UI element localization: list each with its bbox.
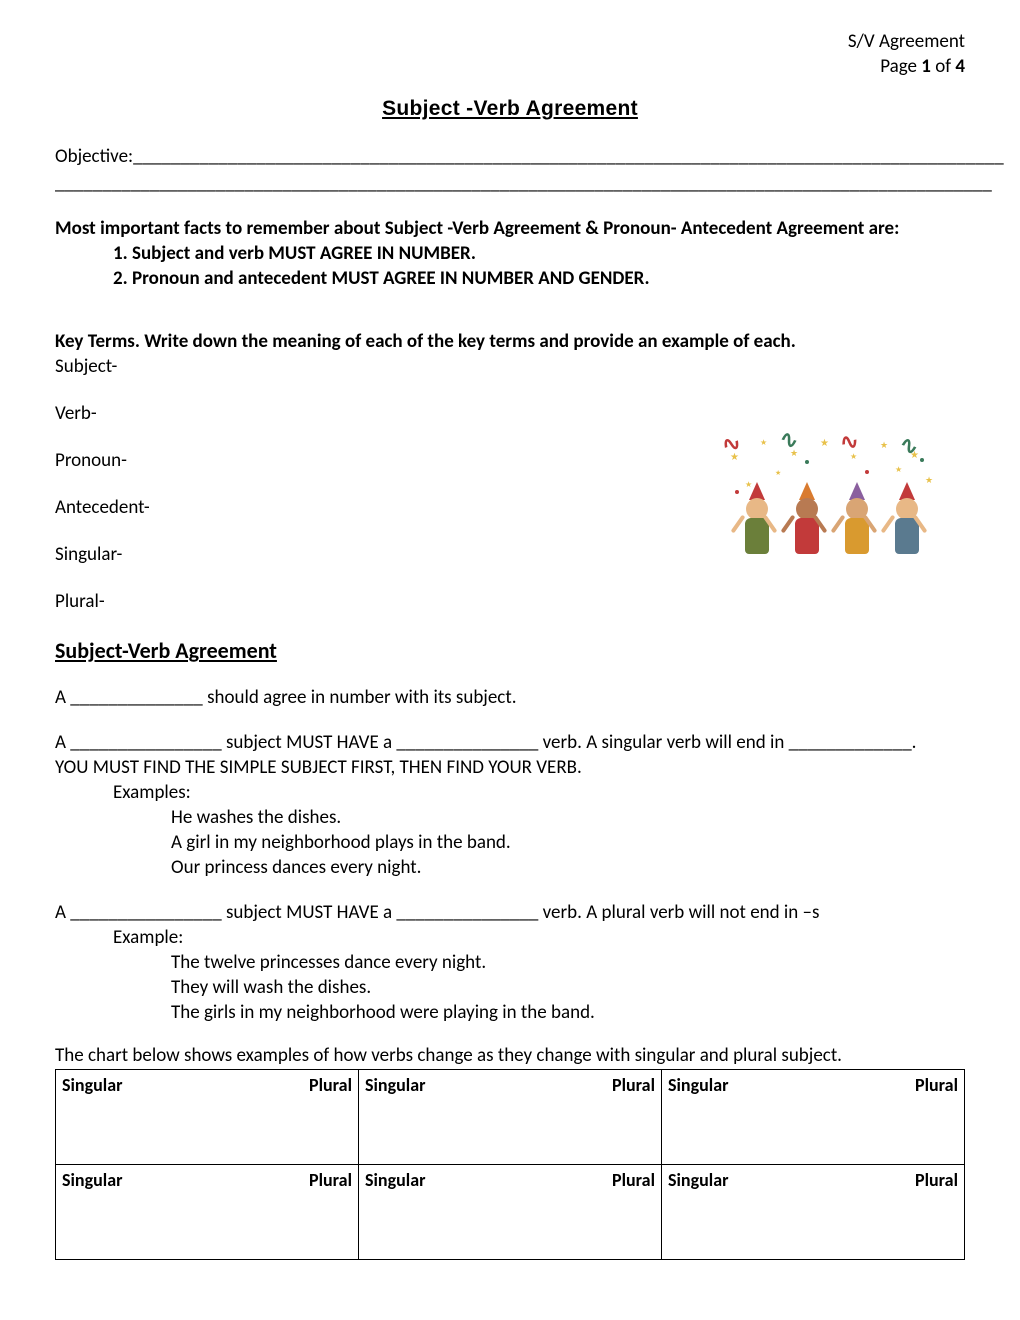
body-line1: A ______________ should agree in number …	[55, 686, 965, 709]
term-verb: Verb-	[55, 402, 965, 425]
example-3: Our princess dances every night.	[171, 856, 965, 879]
term-subject: Subject-	[55, 355, 965, 378]
doc-title: S/V Agreement	[55, 30, 965, 55]
example-2: A girl in my neighborhood plays in the b…	[171, 831, 965, 854]
objective-line: Objective:______________________________…	[55, 145, 965, 168]
chart-cell: SingularPlural	[359, 1070, 662, 1165]
example-5: They will wash the dishes.	[171, 976, 965, 999]
body-line2: A ________________ subject MUST HAVE a _…	[55, 731, 965, 754]
example-label-2: Example:	[113, 926, 965, 949]
chart-cell: SingularPlural	[662, 1070, 965, 1165]
page-indicator: Page 1 of 4	[55, 55, 965, 80]
section-title: Subject-Verb Agreement	[55, 637, 965, 664]
verb-chart: SingularPlural SingularPlural SingularPl…	[55, 1069, 965, 1260]
fact-1: 1. Subject and verb MUST AGREE IN NUMBER…	[113, 242, 965, 265]
example-6: The girls in my neighborhood were playin…	[171, 1001, 965, 1024]
page-header: S/V Agreement Page 1 of 4	[55, 30, 965, 79]
chart-cell: SingularPlural	[56, 1070, 359, 1165]
examples-label: Examples:	[113, 781, 965, 804]
example-1: He washes the dishes.	[171, 806, 965, 829]
chart-intro: The chart below shows examples of how ve…	[55, 1044, 965, 1067]
fact-2: 2. Pronoun and antecedent MUST AGREE IN …	[113, 267, 965, 290]
main-title: Subject -Verb Agreement	[55, 97, 965, 121]
chart-cell: SingularPlural	[359, 1165, 662, 1260]
term-plural: Plural-	[55, 590, 965, 613]
body-line3: YOU MUST FIND THE SIMPLE SUBJECT FIRST, …	[55, 756, 965, 779]
keyterms-heading: Key Terms. Write down the meaning of eac…	[55, 330, 965, 353]
example-4: The twelve princesses dance every night.	[171, 951, 965, 974]
chart-cell: SingularPlural	[56, 1165, 359, 1260]
chart-cell: SingularPlural	[662, 1165, 965, 1260]
objective-line2: ________________________________________…	[55, 172, 965, 195]
celebration-illustration: ★ ★ ★ ★ ★ ★ ★ ★ ★ ★ ★ ∿ ∿ ∿ ∿	[720, 430, 950, 560]
facts-heading: Most important facts to remember about S…	[55, 217, 965, 240]
body-line4: A ________________ subject MUST HAVE a _…	[55, 901, 965, 924]
